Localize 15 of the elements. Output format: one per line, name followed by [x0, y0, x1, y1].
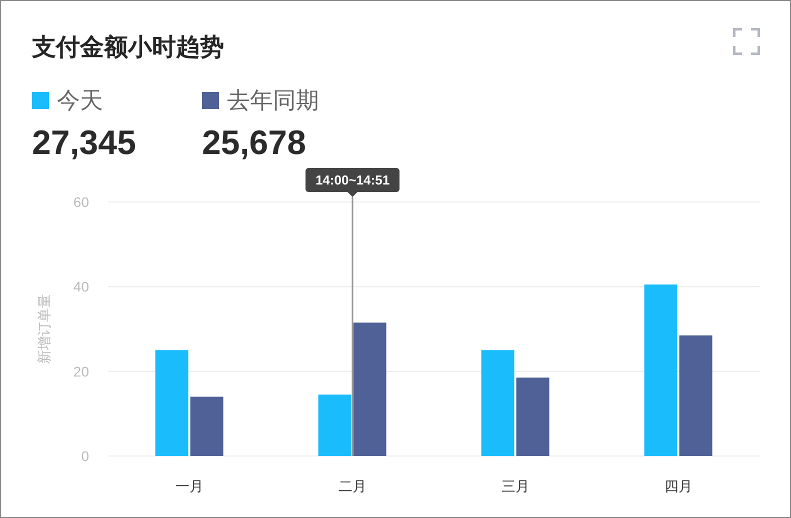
x-tick-label: 一月: [176, 478, 204, 495]
y-tick-label: 20: [73, 363, 90, 380]
x-tick-label: 四月: [664, 478, 692, 495]
text: 27,345: [32, 123, 137, 163]
chart-title: 支付金额小时趋势: [32, 33, 224, 61]
ref-line-label: 14:00~14:51: [315, 172, 390, 188]
y-tick-label: 40: [73, 278, 90, 295]
x-tick-label: 三月: [502, 478, 530, 495]
x-tick-label: 二月: [338, 478, 366, 495]
y-tick-label: 0: [81, 448, 90, 464]
y-axis-title: 新增订单量: [37, 294, 53, 364]
legend-label: 今天: [57, 86, 103, 116]
y-tick-label: 60: [73, 194, 90, 210]
legend-label: 去年同期: [227, 86, 319, 116]
text: 25,678: [202, 123, 307, 163]
